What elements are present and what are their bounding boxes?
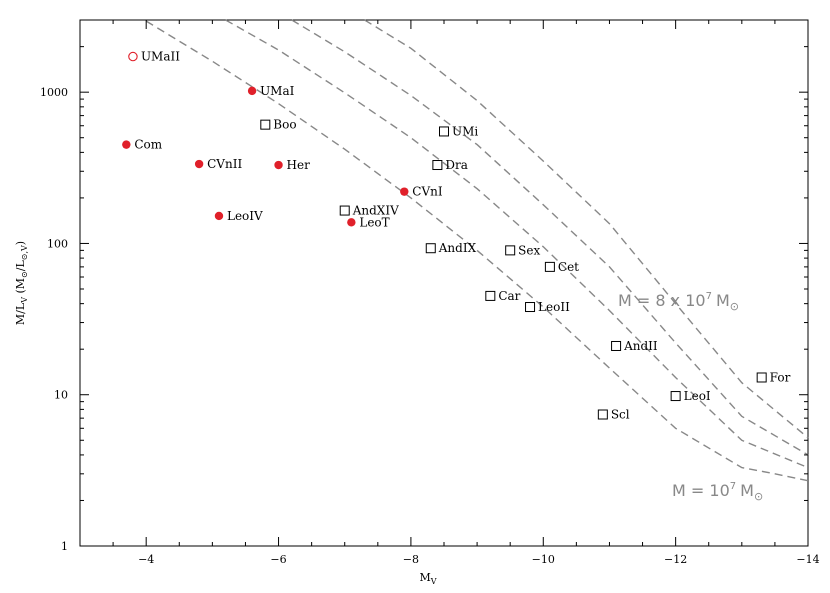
mass-curve-0 [145, 20, 809, 482]
point-label-UMaII: UMaII [141, 50, 180, 64]
point-label-Sex: Sex [518, 243, 540, 257]
point-label-CVnI: CVnI [412, 185, 443, 199]
point-label-AndIX: AndIX [438, 241, 477, 255]
point-AndII [611, 340, 622, 351]
point-AndXIV [339, 205, 350, 216]
point-label-Cet: Cet [558, 260, 579, 274]
point-label-AndII: AndII [623, 339, 658, 353]
point-Scl [597, 409, 608, 420]
point-label-Her: Her [287, 158, 311, 172]
x-axis-label: MV [419, 571, 436, 586]
point-UMi [439, 126, 449, 137]
point-LeoIV [214, 211, 224, 221]
mass-curve-3 [364, 19, 809, 439]
point-label-For: For [770, 370, 791, 384]
point-LeoI [670, 391, 681, 402]
plot-frame [79, 19, 809, 547]
mass-label-8e7: M = 8 x 107 M⊙ [618, 291, 739, 313]
point-label-UMaI: UMaI [260, 84, 295, 98]
point-Sex [505, 245, 516, 256]
x-tick-label: −4 [138, 553, 154, 566]
y-tick-label: 1000 [40, 86, 68, 99]
point-AndIX [425, 243, 436, 254]
y-tick-label: 10 [54, 389, 68, 402]
point-label-LeoT: LeoT [359, 215, 389, 229]
mass-curves [145, 19, 809, 482]
x-tick-label: −10 [532, 553, 555, 566]
point-Her [274, 160, 283, 170]
point-For [756, 372, 767, 383]
y-tick-label: 1 [61, 540, 68, 553]
point-CVnII [194, 159, 204, 169]
axis-ticks: −4 −6 −8 −10 −12 −14 1 10 100 1000 [40, 19, 820, 566]
point-Dra [432, 160, 443, 171]
point-LeoII [525, 302, 536, 313]
point-UMaI [247, 86, 257, 96]
mass-curve-1 [225, 19, 809, 469]
point-Com [122, 140, 131, 149]
point-label-Boo: Boo [273, 118, 296, 132]
point-Boo [260, 119, 271, 130]
mass-label-1e7: M = 107 M⊙ [672, 481, 763, 503]
mass-curve-2 [291, 19, 809, 456]
point-label-LeoII: LeoII [538, 300, 570, 314]
point-label-Car: Car [498, 289, 520, 303]
y-tick-label: 100 [47, 237, 68, 250]
point-Car [485, 290, 496, 301]
point-label-Dra: Dra [445, 158, 468, 172]
point-label-LeoI: LeoI [684, 389, 711, 403]
point-label-Scl: Scl [611, 408, 630, 422]
x-tick-label: −6 [270, 553, 286, 566]
point-label-CVnII: CVnII [207, 157, 242, 171]
x-tick-label: −8 [403, 553, 419, 566]
x-tick-label: −14 [796, 553, 819, 566]
y-axis-label: M/LV (M⊙/L⊙,V) [14, 241, 29, 325]
point-label-Com: Com [134, 138, 162, 152]
data-points: UMaI Com CVnII Her CVnI LeoIV LeoT UMaII Boo UMi D… [122, 50, 791, 422]
point-label-UMi: UMi [452, 124, 478, 138]
point-Cet [544, 261, 555, 272]
point-LeoT [347, 218, 356, 227]
point-label-AndXIV: AndXIV [352, 204, 399, 218]
point-label-LeoIV: LeoIV [227, 209, 263, 223]
x-tick-label: −12 [664, 553, 687, 566]
point-UMaII [128, 51, 138, 62]
point-CVnI [400, 187, 409, 196]
